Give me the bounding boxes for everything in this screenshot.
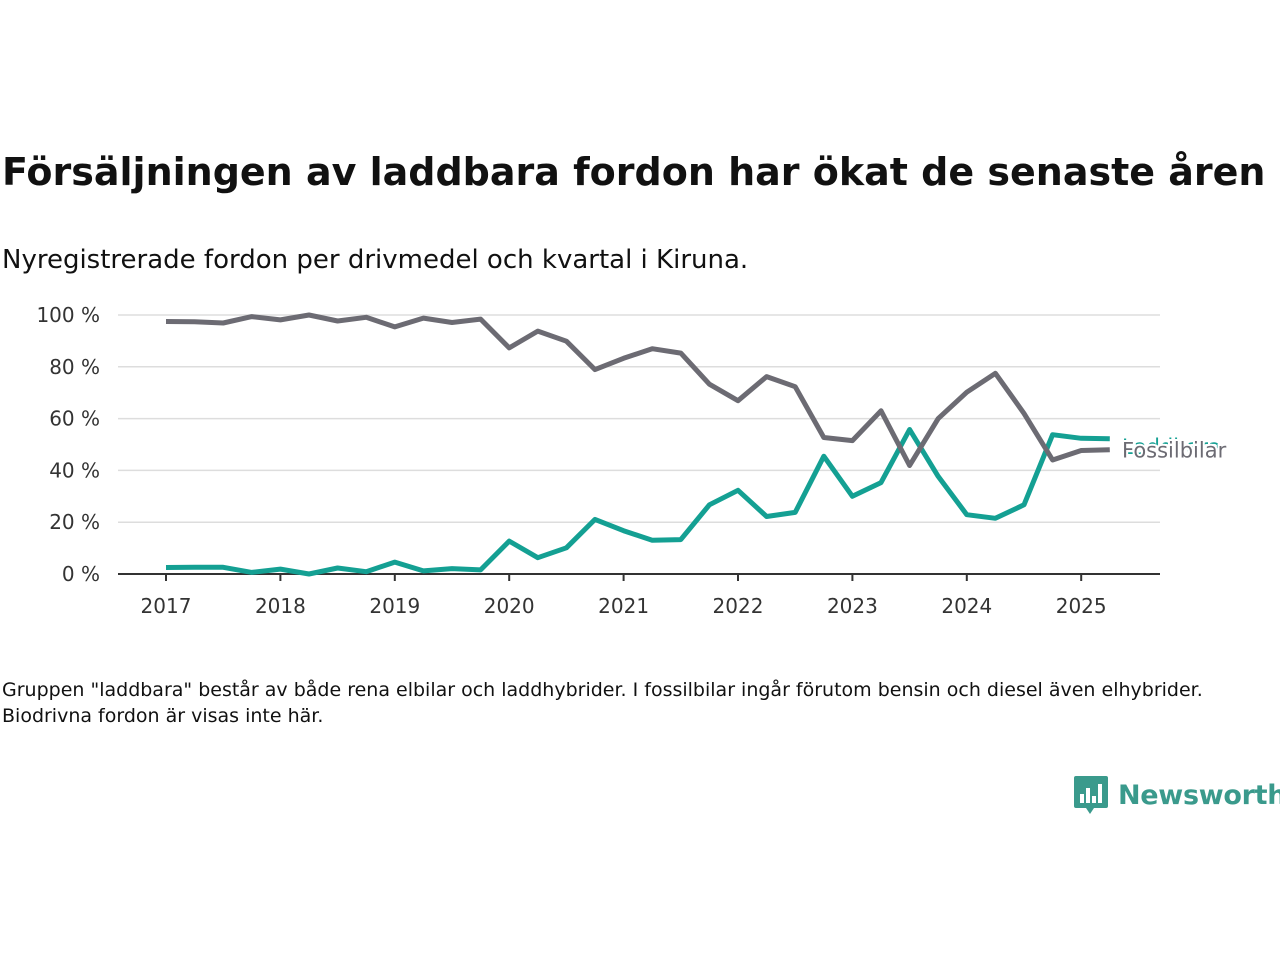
series-label: Fossilbilar bbox=[1122, 439, 1227, 463]
x-tick-label: 2018 bbox=[255, 594, 306, 618]
footnote: Gruppen "laddbara" består av både rena e… bbox=[2, 679, 1203, 727]
y-axis-ticks: 0 % 20 % 40 % 60 % 80 % 100 % bbox=[36, 303, 100, 586]
brand-name: Newsworthy bbox=[1118, 779, 1280, 811]
x-tick-label: 2021 bbox=[598, 594, 649, 618]
x-tick-label: 2025 bbox=[1056, 594, 1107, 618]
chart-subtitle: Nyregistrerade fordon per drivmedel och … bbox=[2, 245, 749, 275]
x-tick-label: 2020 bbox=[484, 594, 535, 618]
x-tick-label: 2024 bbox=[941, 594, 992, 618]
series-line-laddbara bbox=[165, 427, 1110, 577]
brand-logo: Newsworthy bbox=[1072, 772, 1280, 818]
gridlines bbox=[118, 314, 1160, 523]
newsworthy-logo-icon bbox=[1074, 776, 1108, 814]
y-tick-label: 60 % bbox=[49, 407, 100, 431]
line-chart: 0 % 20 % 40 % 60 % 80 % 100 % 2017 2018 2019 202… bbox=[36, 303, 1229, 618]
y-tick-label: 20 % bbox=[49, 510, 100, 534]
x-tick-label: 2017 bbox=[141, 594, 192, 618]
y-tick-label: 0 % bbox=[62, 562, 100, 586]
y-tick-label: 40 % bbox=[49, 458, 100, 482]
y-tick-label: 100 % bbox=[36, 303, 100, 327]
series-label: Laddbara bbox=[1122, 435, 1221, 459]
x-tick-label: 2019 bbox=[369, 594, 420, 618]
x-axis-ticks: 2017 2018 2019 2020 2021 2022 2023 2024 2025 bbox=[141, 574, 1107, 618]
series-lines bbox=[165, 312, 1110, 577]
x-tick-label: 2023 bbox=[827, 594, 878, 618]
y-tick-label: 80 % bbox=[49, 355, 100, 379]
series-line-fossilbilar bbox=[165, 312, 1110, 468]
chart-title: Försäljningen av laddbara fordon har öka… bbox=[2, 150, 1266, 194]
x-tick-label: 2022 bbox=[713, 594, 764, 618]
